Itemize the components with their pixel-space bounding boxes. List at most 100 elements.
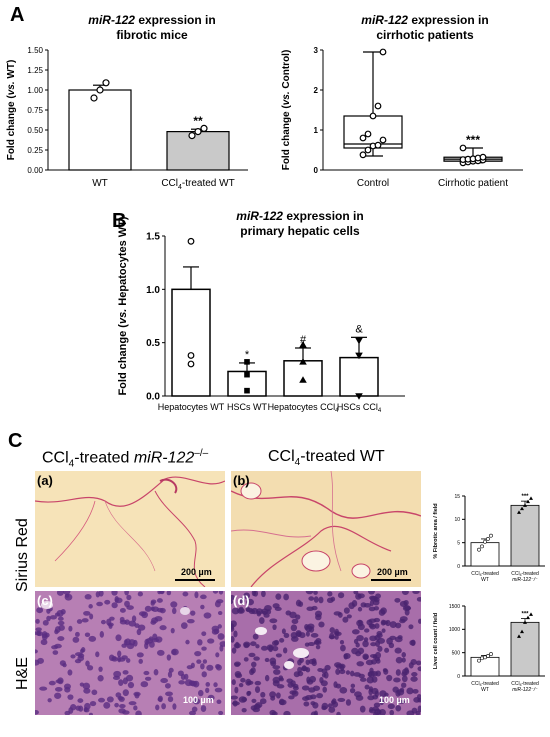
significance-marker: ** [193, 114, 203, 128]
y-axis-label: Fold change (vs. WT) [6, 60, 17, 161]
data-point [523, 620, 527, 624]
data-point [364, 146, 372, 154]
panel-c-row2-label: H&E [14, 657, 31, 690]
x-tick-label: WT [481, 577, 489, 583]
data-point [355, 352, 363, 360]
data-point [244, 371, 250, 378]
chart-title-line2: cirrhotic patients [376, 28, 474, 42]
panel-letter-a: A [10, 4, 25, 26]
bar [68, 89, 132, 171]
x-tick-label: Hepatocytes WT [158, 402, 225, 412]
x-tick-label: miR-122⁻/⁻ [512, 687, 538, 693]
chart-title: miR-122 expression in [236, 209, 363, 223]
x-tick-label: miR-122⁻/⁻ [512, 577, 538, 583]
scalebar-label-b: 200 µm [377, 567, 408, 577]
data-point [374, 102, 382, 110]
bar [339, 356, 379, 397]
x-tick-label: WT [92, 178, 108, 189]
y-tick-label: 1 [314, 126, 319, 135]
y-tick-label: 1.00 [27, 86, 43, 95]
chart-title: miR-122 expression in [361, 13, 488, 27]
y-tick-label: 1.50 [27, 46, 43, 55]
y-tick-label: 2 [314, 86, 319, 95]
x-tick-label: CCl4-treated [511, 681, 539, 687]
photo-label-a: (a) [37, 473, 53, 488]
y-axis-label: % Fibrotic area / field [433, 503, 439, 558]
data-point [188, 132, 196, 140]
data-point [90, 94, 98, 102]
x-tick-label: Hepatocytes CCl4 [268, 402, 340, 414]
data-point [369, 112, 377, 120]
data-point [520, 506, 524, 511]
y-tick-label: 0.75 [27, 106, 43, 115]
data-point [200, 124, 208, 132]
chart-c-bottom: Liver cell count / field 0 500 1000 1500 CCl4… [433, 604, 545, 693]
significance-marker: * [245, 349, 250, 361]
y-tick-label: 3 [314, 46, 319, 55]
significance-marker: *** [521, 494, 529, 500]
panel-c-col1-label: CCl4-treated miR-122–/– [42, 448, 209, 470]
data-point [529, 612, 533, 616]
data-point [194, 128, 202, 136]
bar [510, 504, 540, 567]
data-point [486, 654, 490, 658]
y-tick-label: 500 [452, 650, 461, 656]
y-tick-label: 1.0 [146, 285, 160, 296]
data-point [359, 134, 367, 142]
data-point [486, 537, 490, 541]
photo-he-wt: (d) 100 µm [231, 591, 421, 715]
data-point [529, 496, 533, 500]
bar [470, 542, 500, 567]
photo-label-c: (c) [37, 593, 53, 608]
significance-marker: & [355, 323, 363, 335]
data-point [526, 499, 530, 504]
panel-c-col2-label: CCl4-treated WT [268, 448, 385, 469]
y-tick-label: 0 [457, 674, 460, 680]
significance-marker: *** [466, 133, 480, 147]
bar [510, 621, 540, 677]
y-tick-label: 0.00 [27, 166, 43, 175]
scalebar-label-c: 100 µm [183, 695, 214, 705]
panel-c-row1-label: Sirius Red [14, 518, 31, 592]
photo-he-mir122: (c) 100 µm [35, 591, 225, 715]
y-axis-label: Fold change (vs. Hepatocytes WT) [117, 216, 129, 395]
data-point [480, 544, 484, 549]
y-tick-label: 1500 [449, 604, 460, 610]
x-tick-label: WT [481, 687, 489, 693]
y-tick-label: 0.5 [146, 338, 160, 349]
photo-label-b: (b) [233, 473, 250, 488]
y-tick-label: 0.0 [146, 392, 160, 403]
data-point [477, 547, 481, 552]
data-point [526, 615, 530, 620]
x-tick-label: HSCs CCl4 [337, 402, 382, 414]
chart-c-top: % Fibrotic area / field 0 5 10 15 CCl4-treate… [433, 494, 545, 583]
data-point [374, 141, 382, 149]
chart-title-line2: primary hepatic cells [240, 224, 360, 238]
data-point [489, 652, 493, 656]
photo-label-d: (d) [233, 593, 250, 608]
data-point [359, 151, 367, 159]
x-tick-label: HSCs WT [227, 402, 267, 412]
data-point [299, 358, 307, 365]
y-axis-label: Liver cell count / field [433, 613, 439, 669]
x-tick-label: CCl4-treated [471, 681, 499, 687]
data-point [379, 48, 387, 56]
data-point [489, 533, 493, 538]
y-tick-label: 1.25 [27, 66, 43, 75]
bar [171, 288, 211, 397]
x-tick-label: Cirrhotic patient [438, 178, 508, 189]
significance-marker: *** [521, 612, 529, 618]
y-tick-label: 0.25 [27, 146, 43, 155]
data-point [517, 510, 521, 514]
data-point [477, 658, 481, 663]
data-point [483, 655, 487, 660]
data-point [187, 360, 195, 368]
data-point [483, 539, 487, 544]
photo-sirius-red-mir122: (a) 200 µm [35, 471, 225, 587]
data-point [459, 144, 467, 152]
x-tick-label: CCl4-treated WT [161, 178, 234, 191]
x-tick-label: CCl4-treated [471, 571, 499, 577]
